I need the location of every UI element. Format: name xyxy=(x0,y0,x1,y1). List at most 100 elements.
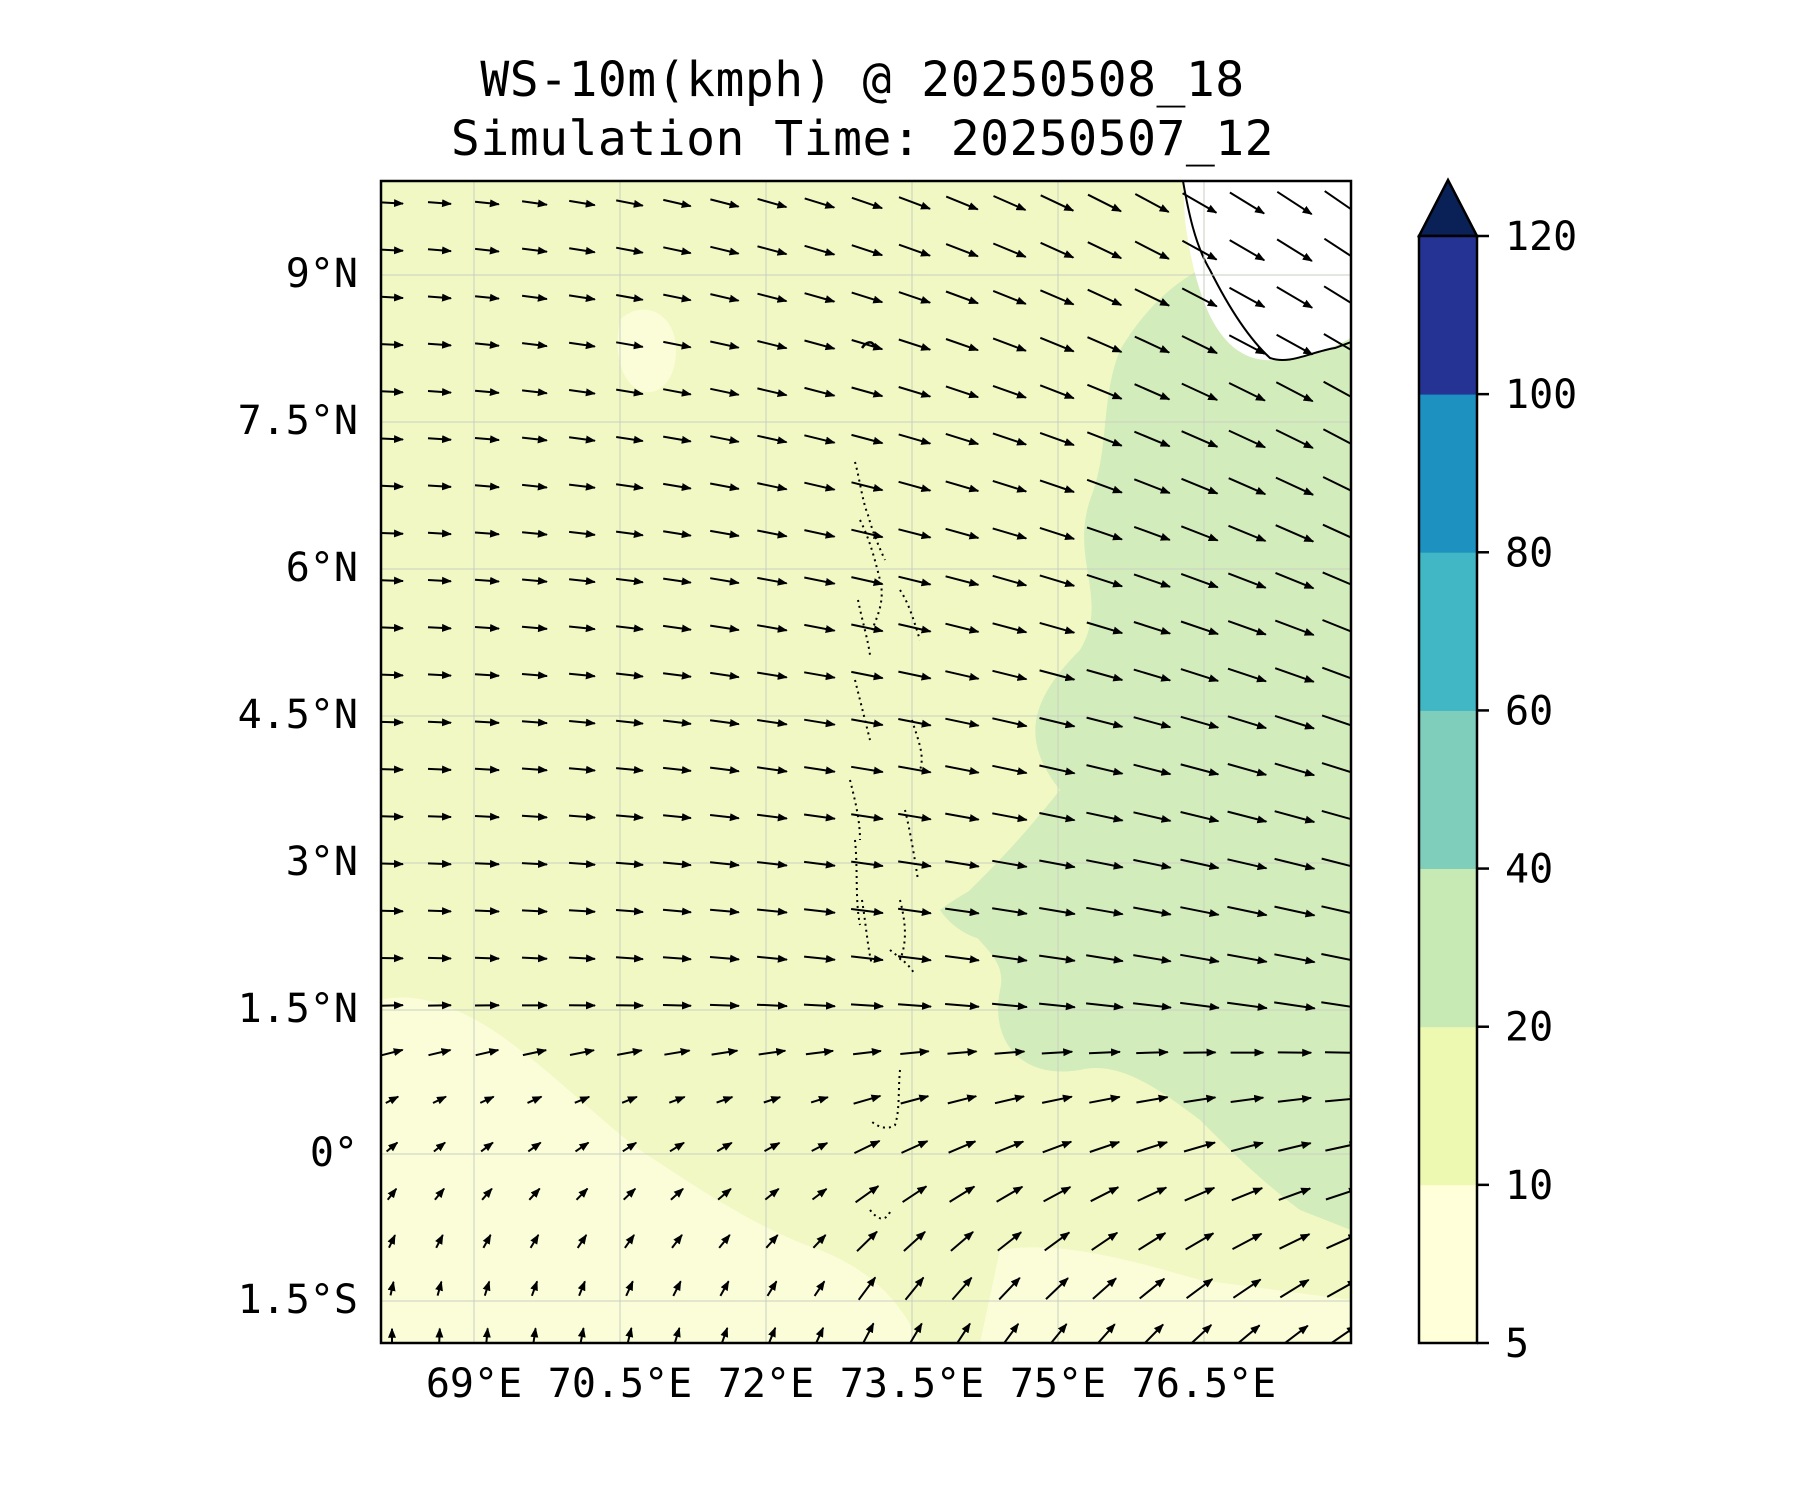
wind-arrow xyxy=(851,291,884,304)
wind-arrow xyxy=(996,1185,1024,1203)
wind-arrow xyxy=(616,813,644,821)
wind-arrow xyxy=(710,293,740,303)
wind-arrow xyxy=(951,1276,973,1301)
wind-arrow xyxy=(521,860,548,868)
wind-arrow xyxy=(474,246,500,255)
wind-arrow xyxy=(1049,1323,1068,1343)
wind-arrow xyxy=(1039,479,1075,493)
wind-arrow xyxy=(474,812,500,821)
lon-label: 75°E xyxy=(1010,1361,1106,1407)
wind-arrow xyxy=(1274,762,1316,777)
wind-arrow xyxy=(387,1234,396,1249)
wind-arrow xyxy=(1134,288,1170,307)
wind-arrow xyxy=(856,1230,878,1252)
wind-arrow xyxy=(993,195,1027,211)
wind-arrow xyxy=(1190,1324,1213,1343)
wind-arrow xyxy=(804,292,836,304)
wind-arrow xyxy=(474,293,500,302)
wind-arrow xyxy=(852,1048,882,1057)
wind-arrow xyxy=(1086,431,1123,447)
wind-arrow xyxy=(898,433,932,445)
wind-arrow xyxy=(851,765,884,775)
wind-arrow xyxy=(1039,574,1076,588)
wind-arrow xyxy=(757,954,788,963)
wind-arrow xyxy=(1321,1001,1351,1008)
wind-arrow xyxy=(427,529,452,538)
wind-arrow xyxy=(381,765,404,774)
wind-arrow xyxy=(427,435,452,444)
wind-arrow xyxy=(804,339,836,351)
wind-arrow xyxy=(1092,1277,1117,1300)
wind-arrow xyxy=(992,384,1027,399)
wind-arrow xyxy=(1324,190,1351,216)
wind-arrow xyxy=(1138,1232,1167,1251)
wind-arrow xyxy=(672,1280,682,1297)
wind-arrow xyxy=(435,1327,444,1343)
wind-arrow xyxy=(1133,573,1171,588)
wind-arrow xyxy=(1186,1278,1214,1300)
wind-arrow xyxy=(574,1095,591,1104)
wind-arrow xyxy=(381,576,404,585)
wind-arrow xyxy=(1002,1322,1020,1343)
colorbar-band xyxy=(1419,868,1477,1028)
wind-arrow xyxy=(1275,571,1315,590)
wind-arrow xyxy=(1322,619,1351,633)
wind-arrow xyxy=(1086,906,1124,917)
wind-arrow xyxy=(664,1048,691,1056)
calm-region-south-strip xyxy=(980,1247,1351,1343)
wind-arrow xyxy=(1274,810,1316,824)
maldives-atolls xyxy=(849,461,923,1220)
wind-arrow xyxy=(757,197,788,209)
wind-arrow xyxy=(1279,1233,1311,1250)
wind-arrow xyxy=(992,242,1027,258)
wind-arrow xyxy=(521,624,548,633)
colorbar: 5 10 20 40 60 80 100 120 xyxy=(1416,177,1577,1367)
wind-arrow xyxy=(1045,1277,1069,1300)
wind-arrow xyxy=(764,1188,780,1201)
wind-arrow xyxy=(898,196,931,210)
wind-arrow xyxy=(902,1185,928,1203)
wind-arrow xyxy=(710,577,740,586)
wind-arrow xyxy=(381,387,404,396)
wind-arrow xyxy=(1276,238,1313,262)
wind-arrow xyxy=(1042,1140,1073,1154)
wind-arrow xyxy=(1133,478,1171,495)
wind-arrow xyxy=(711,1048,739,1056)
wind-arrow xyxy=(616,294,644,303)
wind-arrow xyxy=(521,812,548,821)
wind-arrow xyxy=(1133,954,1172,964)
wind-arrow xyxy=(1323,333,1351,356)
wind-arrow xyxy=(1274,857,1316,871)
wind-arrow xyxy=(615,860,644,869)
wind-arrow xyxy=(577,1280,586,1297)
wind-arrow xyxy=(903,1231,926,1252)
wind-arrow xyxy=(616,341,644,350)
wind-arrow xyxy=(1133,811,1172,823)
wind-arrow xyxy=(528,1187,541,1201)
longitude-axis: 69°E 70.5°E 72°E 73.5°E 75°E 76.5°E xyxy=(426,1361,1276,1407)
wind-arrow xyxy=(615,907,644,916)
wind-arrow xyxy=(945,290,979,305)
wind-arrow xyxy=(1321,762,1351,774)
wind-arrow xyxy=(1321,953,1351,962)
wind-arrow xyxy=(474,576,500,585)
wind-arrow xyxy=(1180,811,1220,823)
wind-arrow xyxy=(381,671,404,680)
wind-arrow xyxy=(1133,906,1172,917)
wind-arrow xyxy=(900,1048,930,1057)
wind-arrow xyxy=(521,907,548,916)
wind-arrow xyxy=(385,1095,400,1105)
wind-arrow xyxy=(855,1185,880,1204)
wind-arrow xyxy=(568,435,596,444)
wind-arrow xyxy=(663,482,692,491)
wind-arrow xyxy=(621,1095,638,1104)
wind-arrow xyxy=(992,1002,1028,1011)
wind-arrow xyxy=(945,385,980,399)
wind-arrow xyxy=(662,813,692,822)
wind-arrow xyxy=(616,388,644,397)
wind-arrow xyxy=(1086,859,1124,870)
wind-arrow xyxy=(481,1187,493,1201)
wind-arrow xyxy=(568,577,596,586)
wind-arrow xyxy=(1322,523,1351,539)
wind-arrow xyxy=(1232,1232,1263,1250)
